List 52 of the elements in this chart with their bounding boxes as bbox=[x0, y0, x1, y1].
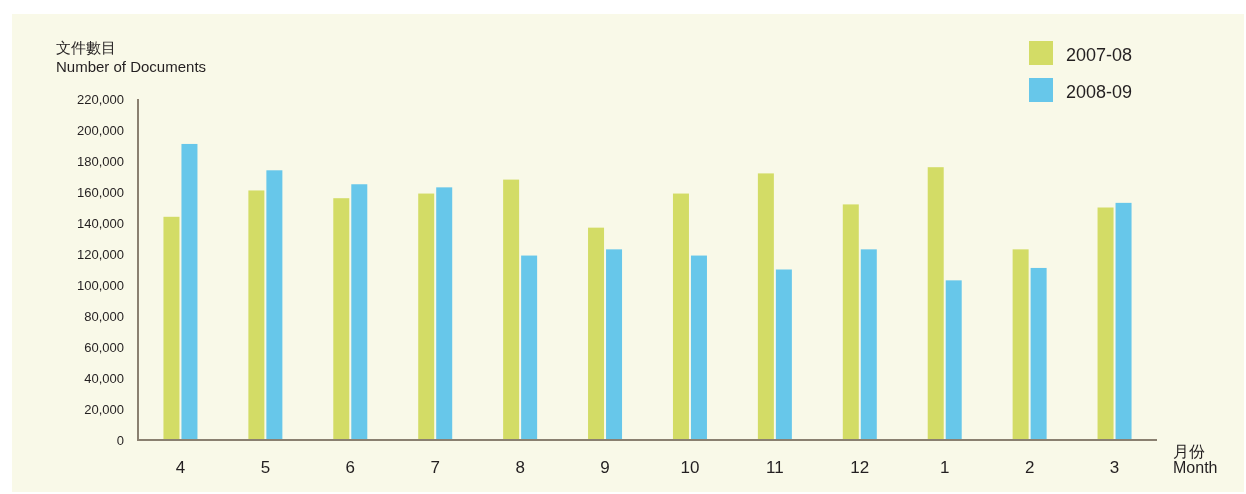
bar bbox=[1012, 249, 1029, 440]
x-axis-title: 月份 Month bbox=[1173, 443, 1218, 476]
x-tick-label: 11 bbox=[766, 458, 784, 477]
bar bbox=[163, 216, 180, 440]
legend-label: 2008-09 bbox=[1066, 82, 1133, 102]
y-tick-label: 140,000 bbox=[77, 216, 124, 231]
x-tick-label: 3 bbox=[1109, 458, 1120, 477]
x-tick-label: 9 bbox=[600, 458, 610, 477]
bar bbox=[248, 190, 265, 440]
x-tick-label: 10 bbox=[680, 458, 700, 477]
bar bbox=[503, 179, 520, 440]
x-tick-label: 6 bbox=[345, 458, 356, 477]
bar bbox=[1030, 267, 1047, 440]
bar bbox=[1115, 202, 1132, 440]
y-tick-label: 220,000 bbox=[77, 92, 124, 107]
bar bbox=[927, 167, 944, 440]
bar bbox=[181, 143, 198, 440]
bar bbox=[418, 193, 435, 440]
bar bbox=[1097, 207, 1114, 440]
y-tick-label: 20,000 bbox=[84, 402, 124, 417]
bar bbox=[351, 184, 368, 440]
y-tick-label: 160,000 bbox=[77, 185, 124, 200]
bar bbox=[672, 193, 689, 440]
x-tick-label: 8 bbox=[515, 458, 525, 477]
x-tick-label: 5 bbox=[260, 458, 271, 477]
bar bbox=[606, 249, 623, 440]
y-tick-label: 0 bbox=[116, 433, 124, 448]
bar bbox=[757, 173, 774, 440]
legend-label: 2007-08 bbox=[1066, 45, 1133, 65]
y-tick-label: 100,000 bbox=[77, 278, 124, 293]
x-tick-label: 7 bbox=[430, 458, 440, 477]
y-tick-label: 40,000 bbox=[84, 371, 124, 386]
y-tick-label: 60,000 bbox=[84, 340, 124, 355]
bar bbox=[436, 187, 453, 440]
y-tick-label: 180,000 bbox=[77, 154, 124, 169]
y-tick-label: 80,000 bbox=[84, 309, 124, 324]
x-tick-label: 1 bbox=[939, 458, 950, 477]
bar bbox=[945, 280, 962, 440]
bar bbox=[842, 204, 859, 440]
bar bbox=[860, 249, 877, 440]
bar bbox=[588, 227, 605, 440]
bar bbox=[775, 269, 792, 440]
y-tick-label: 120,000 bbox=[77, 247, 124, 262]
bar bbox=[690, 255, 707, 440]
bar bbox=[266, 170, 283, 440]
y-tick-label: 200,000 bbox=[77, 123, 124, 138]
bar bbox=[333, 198, 350, 440]
bar bbox=[521, 255, 538, 440]
x-tick-label: 12 bbox=[850, 458, 870, 477]
x-tick-label: 4 bbox=[175, 458, 186, 477]
y-axis-title: 文件數目 Number of Documents bbox=[56, 39, 207, 75]
x-tick-label: 2 bbox=[1024, 458, 1035, 477]
